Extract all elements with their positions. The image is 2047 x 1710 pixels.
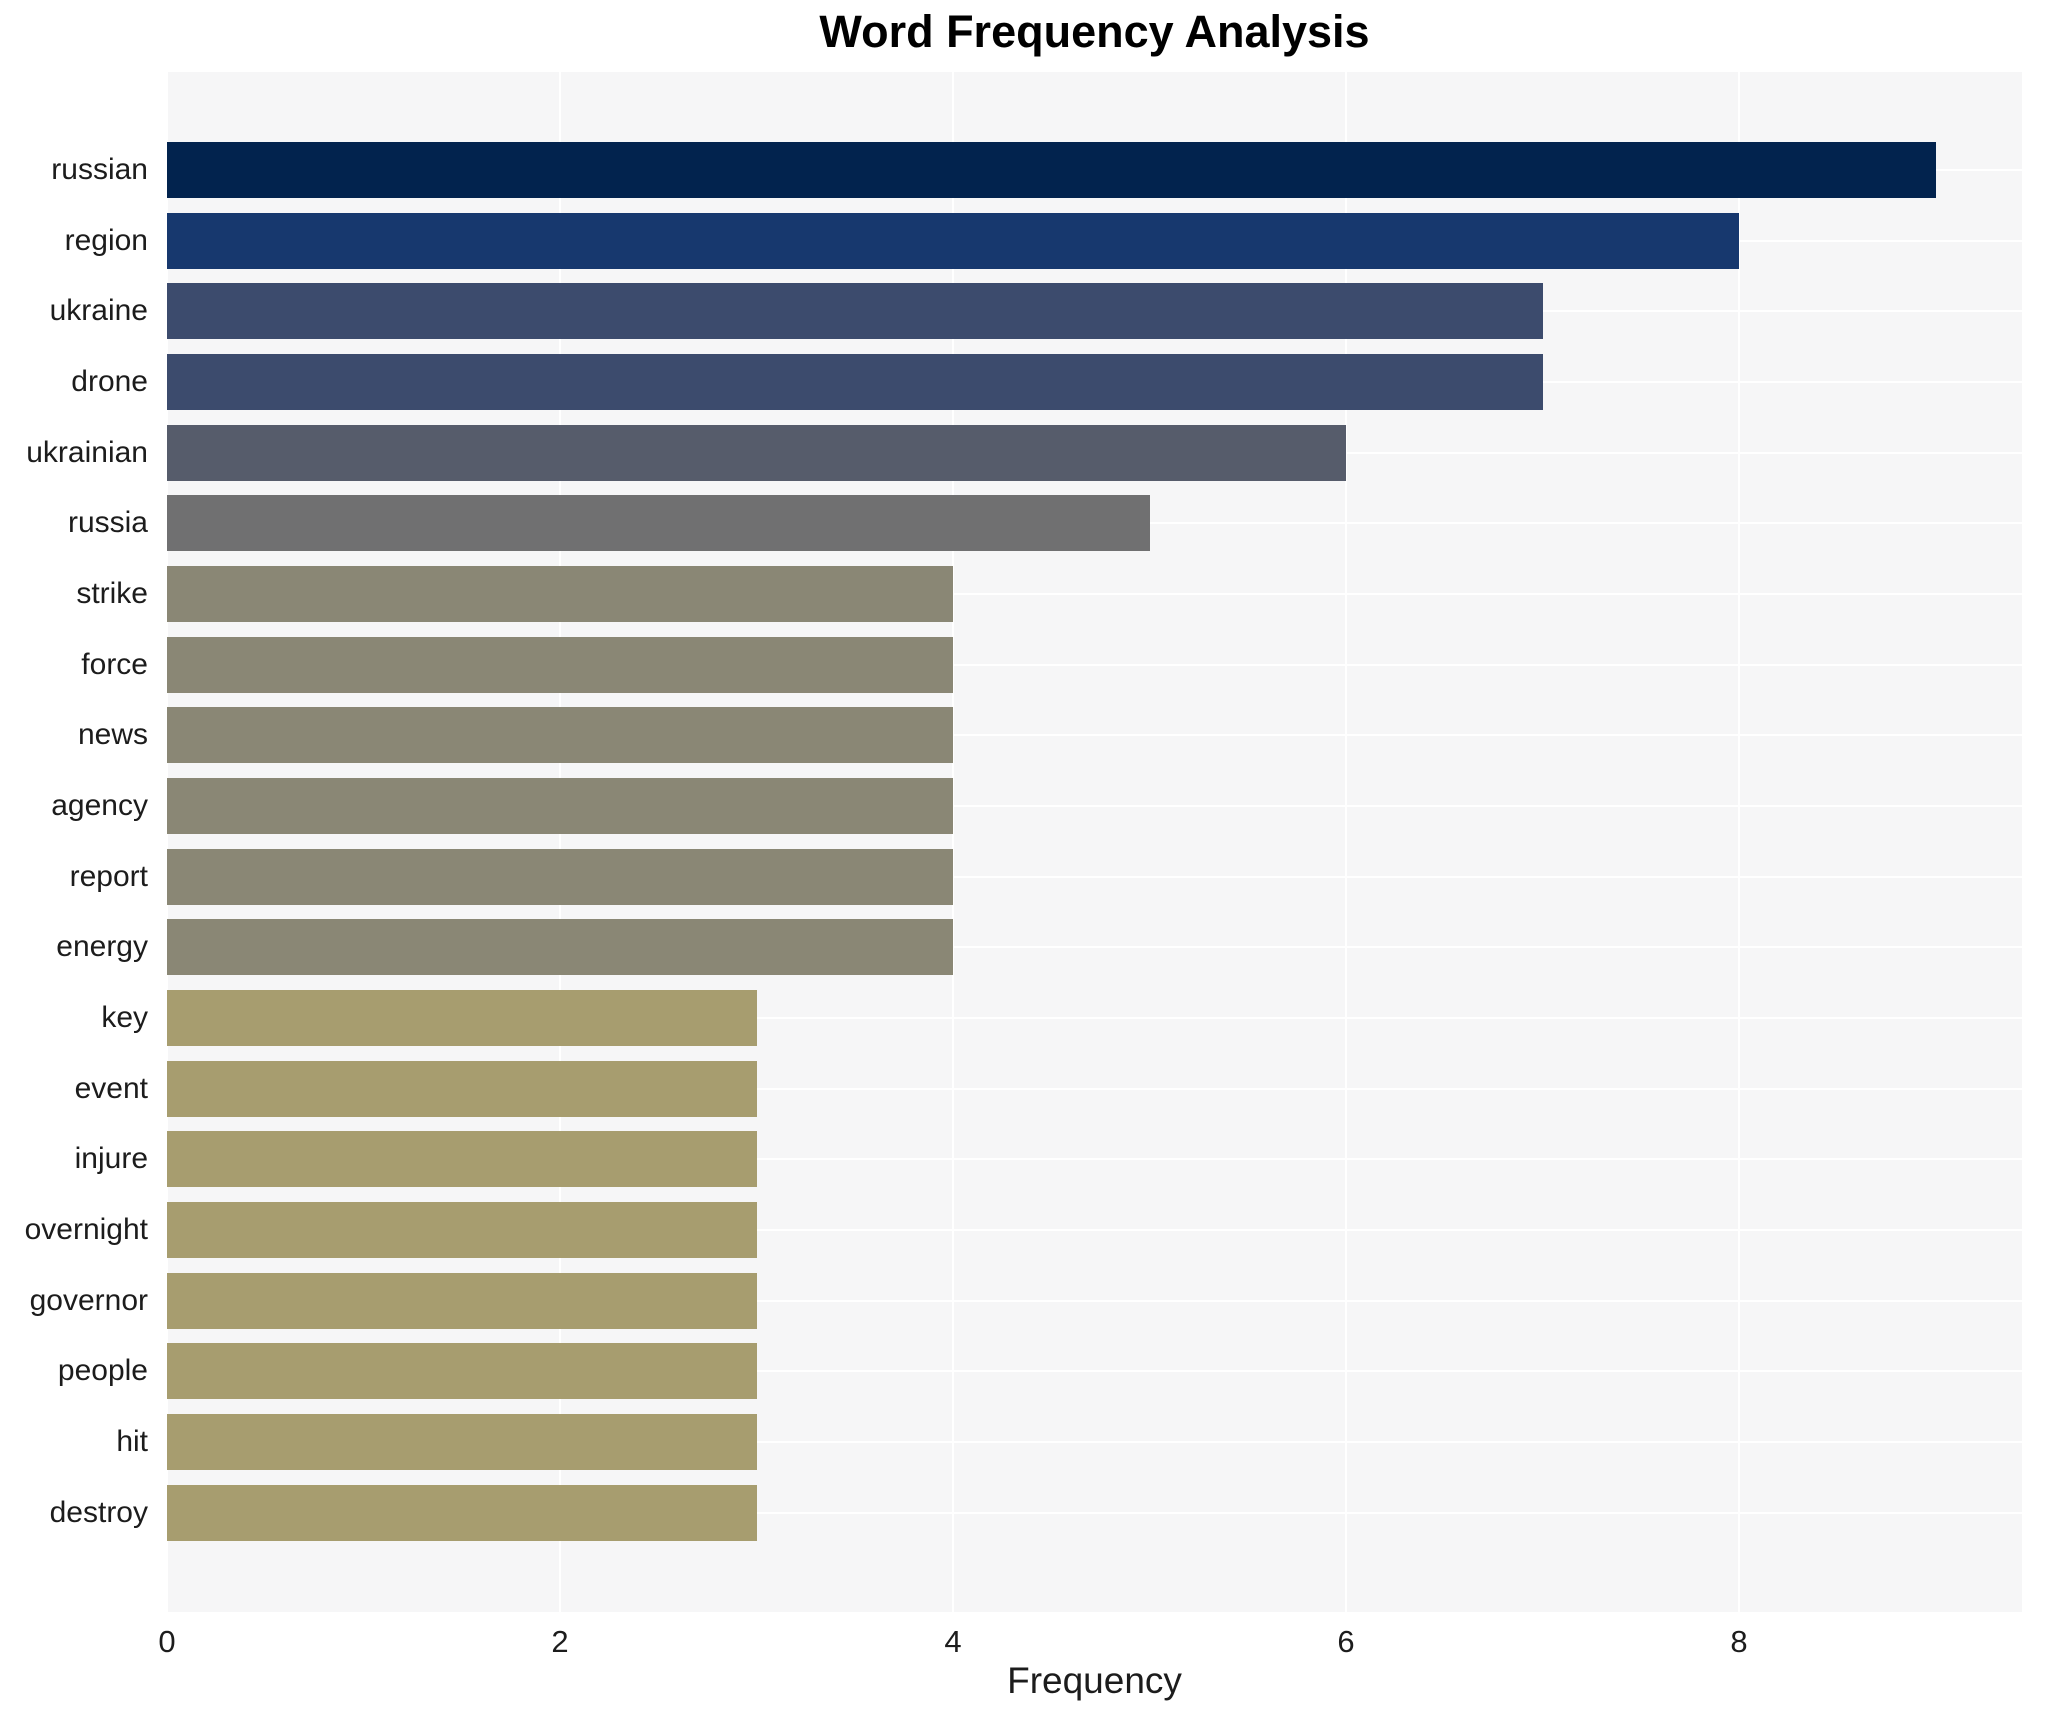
- y-tick-label: energy: [56, 930, 148, 964]
- bar-injure: [167, 1131, 757, 1188]
- y-tick-label: overnight: [24, 1213, 148, 1247]
- bar-row: [167, 354, 2022, 411]
- bar-hit: [167, 1414, 757, 1471]
- bar-row: [167, 424, 2022, 481]
- horizontal-gridline: [167, 1158, 2022, 1161]
- bar-agency: [167, 778, 954, 835]
- chart-title: Word Frequency Analysis: [819, 6, 1370, 57]
- bar-row: [167, 636, 2022, 693]
- x-tick-label: 8: [1730, 1624, 1748, 1659]
- y-tick-label: ukrainian: [26, 435, 148, 469]
- x-tick-label: 2: [551, 1624, 569, 1659]
- bar-news: [167, 707, 954, 764]
- y-tick-label: governor: [29, 1283, 148, 1317]
- horizontal-gridline: [167, 1370, 2022, 1373]
- y-tick-label: russia: [67, 506, 148, 540]
- bar-row: [167, 1131, 2022, 1188]
- horizontal-gridline: [167, 663, 2022, 666]
- y-tick-label: news: [77, 718, 148, 752]
- y-tick-label: hit: [116, 1425, 148, 1459]
- bar-region: [167, 212, 1740, 269]
- bar-people: [167, 1343, 757, 1400]
- vertical-gridline: [1345, 72, 1348, 1612]
- horizontal-gridline: [167, 1017, 2022, 1020]
- plot-area: [166, 72, 2022, 1612]
- bar-row: [167, 1414, 2022, 1471]
- y-tick-label: ukraine: [49, 294, 148, 328]
- x-tick-label: 6: [1337, 1624, 1355, 1659]
- y-tick-label: injure: [74, 1142, 148, 1176]
- horizontal-gridline: [167, 593, 2022, 596]
- y-tick-label: region: [64, 223, 148, 257]
- bar-event: [167, 1060, 757, 1117]
- x-tick-label: 4: [944, 1624, 962, 1659]
- y-tick-label: force: [81, 647, 148, 681]
- bar-row: [167, 283, 2022, 340]
- x-tick-label: 0: [158, 1624, 176, 1659]
- bar-row: [167, 1060, 2022, 1117]
- bars: [167, 72, 2022, 1612]
- bar-row: [167, 142, 2022, 198]
- bar-report: [167, 848, 954, 905]
- bar-force: [167, 636, 954, 693]
- horizontal-gridline: [167, 1511, 2022, 1514]
- y-tick-label: drone: [71, 365, 148, 399]
- bar-governor: [167, 1272, 757, 1329]
- horizontal-gridline: [167, 1229, 2022, 1232]
- bar-russia: [167, 495, 1150, 552]
- bar-row: [167, 495, 2022, 552]
- bar-russian: [167, 142, 1936, 198]
- bar-ukraine: [167, 283, 1543, 340]
- bar-destroy: [167, 1484, 757, 1541]
- y-tick-label: agency: [51, 789, 148, 823]
- y-tick-label: strike: [76, 577, 148, 611]
- horizontal-gridline: [167, 1299, 2022, 1302]
- horizontal-gridline: [167, 875, 2022, 878]
- bar-row: [167, 848, 2022, 905]
- vertical-gridline: [952, 72, 955, 1612]
- bar-overnight: [167, 1202, 757, 1259]
- bar-row: [167, 1202, 2022, 1259]
- bar-row: [167, 1343, 2022, 1400]
- y-tick-label: report: [69, 859, 148, 893]
- bar-drone: [167, 354, 1543, 411]
- horizontal-gridline: [167, 1441, 2022, 1444]
- bar-row: [167, 990, 2022, 1047]
- y-axis-labels: russian region ukraine drone ukrainian russia…: [0, 72, 152, 1612]
- bar-row: [167, 1272, 2022, 1329]
- bar-key: [167, 990, 757, 1047]
- bar-strike: [167, 566, 954, 623]
- bar-energy: [167, 919, 954, 976]
- horizontal-gridline: [167, 805, 2022, 808]
- bar-ukrainian: [167, 424, 1347, 481]
- y-tick-label: russian: [51, 153, 148, 186]
- y-tick-label: people: [57, 1354, 148, 1388]
- bar-row: [167, 1484, 2022, 1541]
- horizontal-gridline: [167, 946, 2022, 949]
- y-tick-label: event: [74, 1071, 148, 1105]
- x-axis-title: Frequency: [1007, 1660, 1182, 1701]
- bar-row: [167, 919, 2022, 976]
- bar-row: [167, 778, 2022, 835]
- bar-row: [167, 707, 2022, 764]
- y-tick-label: destroy: [49, 1495, 148, 1529]
- vertical-gridline: [1738, 72, 1741, 1612]
- vertical-gridline: [166, 72, 168, 1612]
- bar-row: [167, 212, 2022, 269]
- bar-row: [167, 566, 2022, 623]
- horizontal-gridline: [167, 1087, 2022, 1090]
- y-tick-label: key: [101, 1001, 148, 1035]
- vertical-gridline: [559, 72, 561, 1612]
- x-axis: 0 2 4 6 8: [158, 1624, 2022, 1664]
- horizontal-gridline: [167, 734, 2022, 737]
